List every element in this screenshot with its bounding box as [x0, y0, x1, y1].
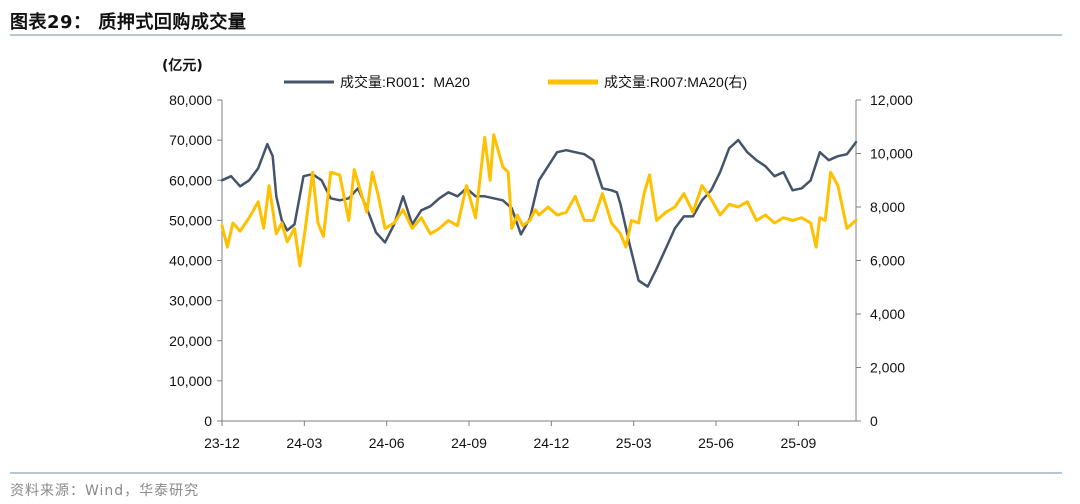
source-note: 资料来源：Wind，华泰研究	[10, 483, 200, 499]
left-axis-tick-label: 70,000	[169, 132, 212, 148]
left-axis-tick-label: 20,000	[169, 333, 212, 349]
left-axis-tick-label: 30,000	[169, 293, 212, 309]
unit-label: (亿元)	[162, 57, 203, 74]
series-line-r007	[220, 133, 858, 268]
left-axis-tick-label: 10,000	[169, 373, 212, 389]
right-axis-tick-label: 4,000	[870, 306, 905, 322]
right-axis-tick-label: 2,000	[870, 360, 905, 376]
right-axis-tick-label: 10,000	[870, 146, 913, 162]
left-axis-tick-label: 50,000	[169, 212, 212, 228]
x-axis-tick-label: 25-09	[780, 435, 816, 451]
source-divider	[10, 472, 1062, 474]
right-axis-tick-label: 8,000	[870, 199, 905, 215]
x-axis-tick-label: 23-12	[204, 435, 240, 451]
x-axis-tick-label: 24-03	[286, 435, 322, 451]
left-axis-tick-label: 0	[204, 413, 212, 429]
right-axis-tick-label: 6,000	[870, 253, 905, 269]
x-axis-tick-label: 24-06	[369, 435, 405, 451]
right-axis-tick-label: 12,000	[870, 92, 913, 108]
left-axis-tick-label: 40,000	[169, 253, 212, 269]
legend-label-r007: 成交量:R007:MA20(右)	[604, 74, 747, 90]
x-axis-tick-label: 25-06	[698, 435, 734, 451]
x-axis-tick-label: 25-03	[616, 435, 652, 451]
x-axis-tick-label: 24-09	[451, 435, 487, 451]
repo-volume-chart: (亿元) 成交量:R001：MA20 成交量:R007:MA20(右) 0 10,…	[162, 57, 913, 451]
legend-label-r001: 成交量:R001：MA20	[340, 74, 470, 90]
left-axis-tick-label: 60,000	[169, 172, 212, 188]
figure-title: 图表29： 质押式回购成交量	[10, 12, 247, 33]
left-axis-tick-label: 80,000	[169, 92, 212, 108]
x-axis-tick-label: 24-12	[533, 435, 569, 451]
right-axis-tick-label: 0	[870, 413, 878, 429]
title-divider	[10, 34, 1062, 36]
